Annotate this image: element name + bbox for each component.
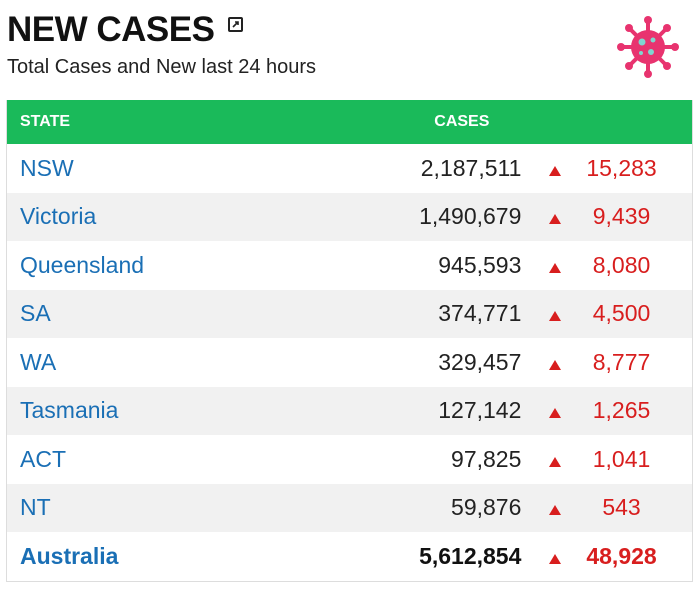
table-row: WA 329,457 8,777 bbox=[7, 338, 692, 387]
state-name[interactable]: NSW bbox=[20, 154, 74, 181]
cases-table: STATE CASES NSW 2,187,511 15,283 Victori… bbox=[6, 100, 693, 582]
column-header-new bbox=[569, 100, 692, 144]
column-header-arrow bbox=[541, 100, 569, 144]
page-subtitle: Total Cases and New last 24 hours bbox=[7, 56, 317, 78]
increase-arrow-icon bbox=[541, 532, 569, 581]
table-header-row: STATE CASES bbox=[7, 100, 692, 144]
increase-arrow-icon bbox=[541, 193, 569, 242]
new-cases: 8,777 bbox=[592, 348, 651, 375]
increase-arrow-icon bbox=[541, 144, 569, 193]
state-name[interactable]: Australia bbox=[20, 542, 119, 569]
state-name[interactable]: Tasmania bbox=[20, 397, 119, 424]
increase-arrow-icon bbox=[541, 484, 569, 533]
state-name[interactable]: SA bbox=[20, 300, 51, 327]
table-row: Tasmania 127,142 1,265 bbox=[7, 386, 692, 436]
total-cases: 127,142 bbox=[438, 397, 522, 424]
virus-icon bbox=[617, 16, 679, 78]
table-row: SA 374,771 4,500 bbox=[7, 289, 692, 339]
increase-arrow-icon bbox=[541, 241, 569, 290]
increase-arrow-icon bbox=[541, 290, 569, 339]
increase-arrow-icon bbox=[541, 387, 569, 436]
new-cases: 1,041 bbox=[592, 445, 651, 472]
total-cases: 945,593 bbox=[438, 251, 522, 278]
total-cases: 5,612,854 bbox=[419, 542, 522, 569]
page-title: NEW CASES bbox=[7, 10, 215, 49]
state-name[interactable]: Victoria bbox=[20, 203, 97, 230]
increase-arrow-icon bbox=[541, 338, 569, 387]
total-cases: 97,825 bbox=[451, 445, 522, 472]
increase-arrow-icon bbox=[541, 435, 569, 484]
table-row: Victoria 1,490,679 9,439 bbox=[7, 192, 692, 242]
state-name[interactable]: WA bbox=[20, 348, 57, 375]
new-cases: 1,265 bbox=[592, 397, 651, 424]
table-row: NT 59,876 543 bbox=[7, 483, 692, 533]
new-cases: 4,500 bbox=[592, 300, 651, 327]
state-name[interactable]: NT bbox=[20, 494, 51, 521]
table-row: Queensland 945,593 8,080 bbox=[7, 241, 692, 290]
total-cases: 1,490,679 bbox=[419, 203, 522, 230]
new-cases: 9,439 bbox=[592, 203, 651, 230]
table-row: NSW 2,187,511 15,283 bbox=[7, 144, 692, 193]
new-cases: 48,928 bbox=[586, 542, 657, 569]
column-header-state[interactable]: STATE bbox=[20, 113, 71, 130]
new-cases: 543 bbox=[602, 494, 641, 521]
total-row: Australia 5,612,854 48,928 bbox=[7, 532, 692, 581]
total-cases: 329,457 bbox=[438, 348, 522, 375]
external-window-icon[interactable] bbox=[228, 17, 243, 32]
state-name[interactable]: ACT bbox=[20, 445, 66, 472]
column-header-cases[interactable]: CASES bbox=[434, 113, 490, 130]
total-cases: 59,876 bbox=[451, 494, 522, 521]
state-name[interactable]: Queensland bbox=[20, 251, 145, 278]
total-cases: 374,771 bbox=[438, 300, 522, 327]
new-cases: 15,283 bbox=[586, 154, 657, 181]
new-cases: 8,080 bbox=[592, 251, 651, 278]
table-row: ACT 97,825 1,041 bbox=[7, 435, 692, 484]
total-cases: 2,187,511 bbox=[420, 154, 522, 181]
